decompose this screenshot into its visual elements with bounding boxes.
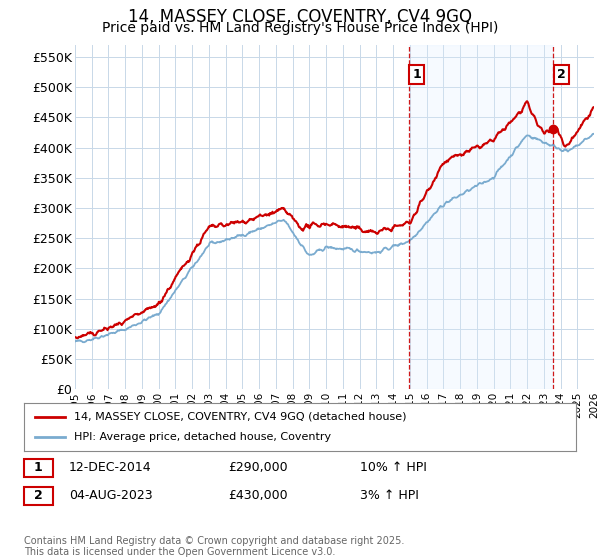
Text: 2: 2 [557,68,566,81]
Text: Contains HM Land Registry data © Crown copyright and database right 2025.
This d: Contains HM Land Registry data © Crown c… [24,535,404,557]
Text: Price paid vs. HM Land Registry's House Price Index (HPI): Price paid vs. HM Land Registry's House … [102,21,498,35]
Bar [409,45,553,389]
Text: 1: 1 [412,68,421,81]
Text: 2: 2 [34,489,43,502]
Text: 1: 1 [34,461,43,474]
Text: 14, MASSEY CLOSE, COVENTRY, CV4 9GQ: 14, MASSEY CLOSE, COVENTRY, CV4 9GQ [128,8,472,26]
Text: £430,000: £430,000 [228,489,287,502]
Text: 04-AUG-2023: 04-AUG-2023 [69,489,152,502]
Text: HPI: Average price, detached house, Coventry: HPI: Average price, detached house, Cove… [74,432,331,442]
Text: 14, MASSEY CLOSE, COVENTRY, CV4 9GQ (detached house): 14, MASSEY CLOSE, COVENTRY, CV4 9GQ (det… [74,412,406,422]
Text: 12-DEC-2014: 12-DEC-2014 [69,461,152,474]
Text: 10% ↑ HPI: 10% ↑ HPI [360,461,427,474]
Text: £290,000: £290,000 [228,461,287,474]
Text: 3% ↑ HPI: 3% ↑ HPI [360,489,419,502]
